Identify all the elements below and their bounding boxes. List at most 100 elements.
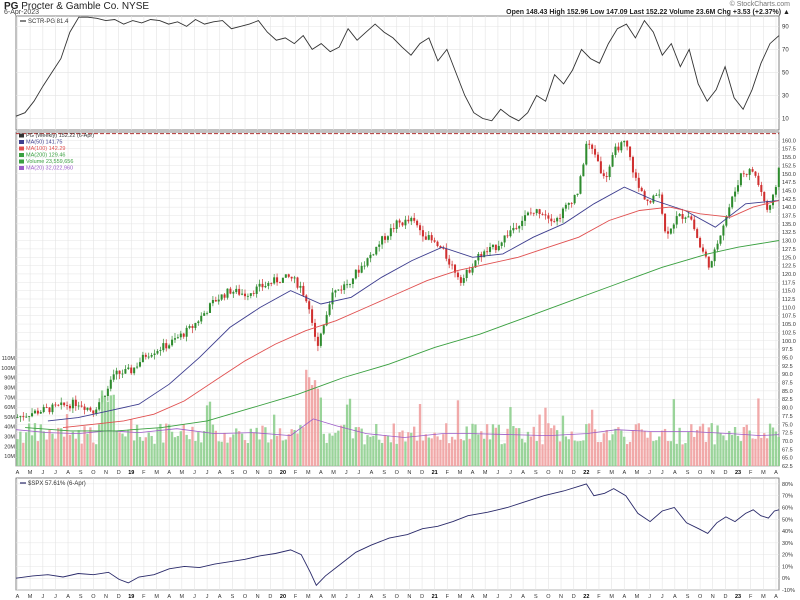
x-axis-label-bottom: S bbox=[382, 594, 386, 600]
price-candle-body bbox=[241, 293, 244, 295]
volume-bar bbox=[725, 440, 728, 466]
volume-bar bbox=[60, 428, 63, 466]
volume-bar bbox=[728, 431, 731, 466]
price-candle-body bbox=[474, 260, 477, 268]
price-y-tick-label: 155.0 bbox=[782, 155, 796, 161]
x-axis-label-bottom: J bbox=[497, 594, 500, 600]
x-axis-label-top: S bbox=[534, 470, 538, 476]
sctr-y-tick-label: 90 bbox=[782, 24, 789, 30]
x-axis-label-bottom: A bbox=[622, 594, 626, 600]
price-candle-body bbox=[757, 175, 760, 185]
volume-bar bbox=[707, 427, 710, 466]
volume-bar bbox=[363, 444, 366, 466]
x-axis-label-top: O bbox=[698, 470, 703, 476]
volume-bar bbox=[372, 435, 375, 466]
price-candle-body bbox=[208, 303, 212, 313]
volume-bar bbox=[313, 380, 317, 466]
price-candle-body bbox=[599, 161, 602, 174]
volume-bar bbox=[30, 435, 34, 466]
price-candle-body bbox=[591, 144, 594, 149]
volume-bar bbox=[378, 439, 381, 466]
x-axis-label-top: F bbox=[142, 470, 146, 476]
volume-bar bbox=[138, 436, 142, 466]
price-candle-body bbox=[427, 235, 430, 240]
price-candle-body bbox=[363, 265, 366, 267]
volume-bar bbox=[713, 444, 716, 466]
volume-bar bbox=[453, 439, 457, 466]
x-axis-label-top: A bbox=[673, 470, 677, 476]
price-candle-body bbox=[716, 243, 719, 250]
volume-y-tick-label: 80M bbox=[4, 385, 15, 391]
x-axis-label-top: M bbox=[761, 470, 766, 476]
volume-bar bbox=[550, 428, 553, 466]
price-candle-body bbox=[258, 283, 261, 287]
x-axis-label-bottom: M bbox=[761, 594, 766, 600]
x-axis-label-top: M bbox=[458, 470, 463, 476]
price-y-tick-label: 117.5 bbox=[782, 280, 795, 286]
x-axis-label-top: A bbox=[167, 470, 171, 476]
price-candle-body bbox=[763, 191, 766, 202]
x-axis-label-bottom: A bbox=[471, 594, 475, 600]
price-candle-body bbox=[246, 295, 249, 297]
volume-bar bbox=[401, 430, 404, 466]
x-axis-label-top: A bbox=[218, 470, 222, 476]
price-candle-body bbox=[497, 245, 500, 251]
price-candle-body bbox=[477, 253, 480, 261]
volume-bar bbox=[258, 439, 261, 466]
quote-summary: Open 148.43 High 152.96 Low 147.09 Last … bbox=[506, 9, 790, 16]
volume-bar bbox=[515, 428, 518, 466]
x-axis-label-bottom: N bbox=[256, 594, 260, 600]
x-axis-label-bottom: F bbox=[294, 594, 298, 600]
volume-bar bbox=[170, 431, 174, 466]
price-candle-body bbox=[182, 333, 185, 337]
volume-bar bbox=[135, 424, 139, 466]
price-candle-body bbox=[25, 416, 28, 418]
symbol: PG bbox=[4, 1, 19, 12]
price-candle-body bbox=[664, 213, 667, 232]
price-candle-body bbox=[500, 242, 503, 246]
volume-bar bbox=[83, 426, 86, 466]
volume-bar bbox=[494, 427, 498, 466]
x-axis-label-top: M bbox=[635, 470, 640, 476]
price-candle-body bbox=[602, 173, 605, 177]
price-candle-body bbox=[171, 339, 174, 346]
price-candle-body bbox=[290, 276, 293, 279]
x-axis-label-bottom: M bbox=[180, 594, 185, 600]
x-axis-label-top: F bbox=[749, 470, 753, 476]
price-y-tick-label: 152.5 bbox=[782, 163, 796, 169]
sctr-y-tick-label: 70 bbox=[782, 47, 789, 53]
price-candle-body bbox=[328, 304, 331, 315]
price-candle-body bbox=[322, 325, 325, 334]
volume-bar bbox=[261, 425, 264, 466]
price-candle-body bbox=[267, 283, 270, 286]
volume-bar bbox=[182, 424, 185, 466]
price-candle-body bbox=[63, 402, 66, 406]
volume-bar bbox=[649, 431, 652, 466]
price-candle-body bbox=[375, 246, 378, 255]
x-axis-label-bottom: J bbox=[661, 594, 664, 600]
volume-bar bbox=[593, 429, 597, 466]
volume-bar bbox=[92, 442, 95, 466]
volume-bar bbox=[340, 425, 343, 466]
volume-bar bbox=[760, 437, 763, 466]
ma-line-ma200 bbox=[25, 240, 780, 432]
price-candle-body bbox=[675, 216, 678, 225]
volume-bar bbox=[404, 441, 407, 466]
volume-bar bbox=[68, 434, 72, 466]
volume-y-tick-label: 110M bbox=[2, 356, 16, 362]
price-y-tick-label: 102.5 bbox=[782, 330, 796, 336]
x-axis-label-top: J bbox=[661, 470, 664, 476]
price-candle-body bbox=[162, 343, 165, 351]
volume-bar bbox=[351, 438, 355, 466]
price-candle-body bbox=[649, 200, 652, 203]
price-candle-body bbox=[206, 312, 209, 314]
volume-ma-line bbox=[15, 418, 780, 438]
x-axis-label-bottom: A bbox=[218, 594, 222, 600]
spx-y-tick-label: 50% bbox=[782, 517, 793, 523]
price-y-tick-label: 160.0 bbox=[782, 138, 796, 144]
volume-bar bbox=[765, 438, 769, 466]
volume-bar bbox=[77, 430, 80, 466]
x-axis-label-top: O bbox=[243, 470, 248, 476]
price-candle-body bbox=[86, 407, 89, 410]
volume-bar bbox=[553, 425, 556, 466]
